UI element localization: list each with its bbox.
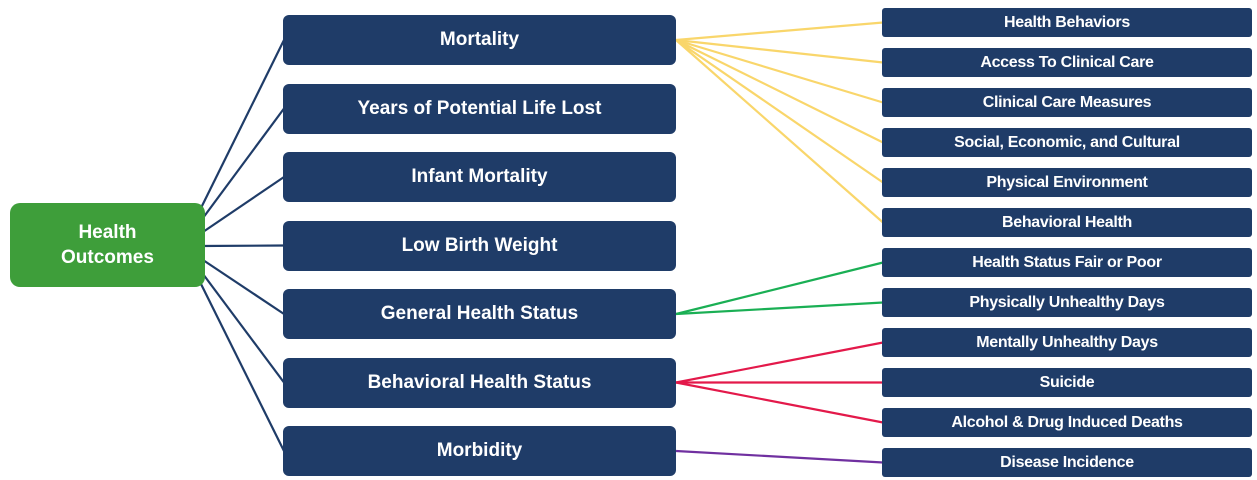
label: Infant Mortality (411, 166, 548, 187)
connector (675, 38, 884, 104)
connector (675, 39, 884, 224)
outcome-node: General Health Status (283, 289, 676, 339)
measure-node: Physically Unhealthy Days (882, 288, 1252, 317)
label: Suicide (1039, 373, 1095, 391)
connector (199, 269, 285, 384)
measure-node: Health Status Fair or Poor (882, 248, 1252, 277)
connector (675, 381, 884, 424)
measure-node: Physical Environment (882, 168, 1252, 197)
connector (199, 107, 285, 223)
outcome-node: Low Birth Weight (283, 220, 676, 271)
connector (199, 244, 285, 248)
label: Years of Potential Life Lost (357, 97, 602, 119)
measure-node: Alcohol & Drug Induced Deaths (882, 408, 1252, 437)
connector (199, 257, 285, 315)
connector (675, 39, 884, 144)
connector (675, 261, 884, 316)
measure-node: Health Behaviors (882, 8, 1252, 37)
label: Access To Clinical Care (980, 53, 1154, 71)
label: Alcohol & Drug Induced Deaths (951, 413, 1183, 431)
label: Social, Economic, and Cultural (954, 133, 1180, 151)
measure-node: Mentally Unhealthy Days (882, 328, 1252, 357)
label: Health Status Fair or Poor (972, 253, 1162, 271)
connector (199, 176, 285, 235)
label: General Health Status (380, 303, 579, 324)
outcome-node: Infant Mortality (283, 152, 676, 202)
connector (675, 38, 884, 64)
measure-node: Disease Incidence (882, 448, 1252, 477)
measure-node: Social, Economic, and Cultural (882, 128, 1252, 157)
measure-node: Behavioral Health (882, 208, 1252, 237)
measure-node: Access To Clinical Care (882, 48, 1252, 77)
label: Health Behaviors (1004, 13, 1130, 31)
label: Health (78, 222, 137, 243)
connector (675, 449, 884, 464)
label: Morbidity (436, 440, 523, 461)
measure-node: Clinical Care Measures (882, 88, 1252, 117)
outcome-node: Behavioral Health Status (283, 357, 676, 408)
label: Behavioral Health Status (367, 371, 592, 393)
connector (199, 281, 285, 452)
label: Behavioral Health (1001, 213, 1133, 231)
label: Clinical Care Measures (982, 93, 1152, 111)
label: Mentally Unhealthy Days (976, 333, 1158, 351)
outcome-node: Morbidity (283, 426, 676, 476)
label: Mortality (439, 29, 520, 50)
connector (675, 301, 884, 316)
label: Physically Unhealthy Days (969, 293, 1165, 311)
outcome-node: Years of Potential Life Lost (283, 83, 676, 134)
connector (675, 39, 884, 184)
label: Low Birth Weight (401, 234, 558, 256)
root-node: Health Outcomes (10, 203, 205, 287)
connector (675, 341, 884, 384)
label: Disease Incidence (1000, 453, 1134, 471)
outcome-node: Mortality (283, 15, 676, 65)
label: Outcomes (61, 247, 154, 268)
connector (199, 39, 285, 211)
measure-node: Suicide (882, 368, 1252, 397)
connector (675, 21, 884, 42)
label: Physical Environment (986, 173, 1148, 191)
